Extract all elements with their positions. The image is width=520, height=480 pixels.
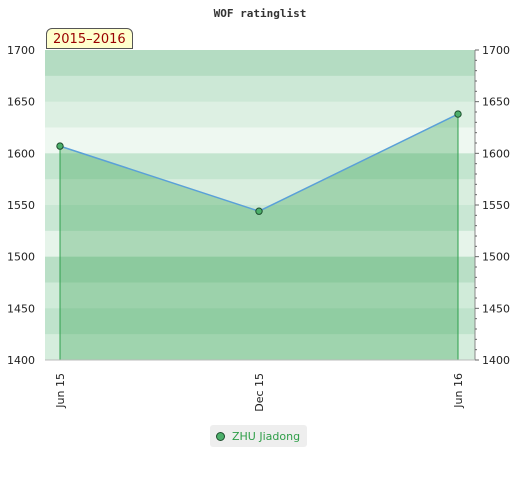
data-point[interactable] <box>255 207 263 215</box>
y-tick-label-left: 1450 <box>7 302 35 315</box>
axes: 1400 1400 1450 1450 1500 1500 1550 1550 1600 1600… <box>7 44 510 412</box>
background-band <box>45 282 475 309</box>
background-band <box>45 308 475 335</box>
data-point[interactable] <box>454 110 462 118</box>
y-tick-label-left: 1600 <box>7 147 35 160</box>
background-band <box>45 230 475 258</box>
y-tick-label-left: 1650 <box>7 96 35 109</box>
y-tick-label-right: 1500 <box>482 251 510 264</box>
background-band <box>45 75 475 103</box>
y-tick-label-left: 1400 <box>7 354 35 367</box>
y-tick-label-left: 1700 <box>7 44 35 57</box>
y-tick-label-right: 1650 <box>482 96 510 109</box>
plot-background-bands <box>45 50 475 361</box>
background-band <box>45 256 475 283</box>
season-label: 2015–2016 <box>46 28 133 49</box>
series-marks <box>56 110 462 215</box>
x-tick-label: Jun 15 <box>54 373 67 409</box>
background-band <box>45 334 475 361</box>
y-tick-label-left: 1550 <box>7 199 35 212</box>
rating-area <box>59 114 459 360</box>
x-tick-label: Dec 15 <box>253 373 266 412</box>
background-band <box>45 179 475 206</box>
y-tick-label-right: 1700 <box>482 44 510 57</box>
background-band <box>45 50 475 77</box>
y-tick-label-right: 1450 <box>482 302 510 315</box>
legend-item-series[interactable]: ZHU Jiadong <box>210 425 308 447</box>
y-tick-label-right: 1400 <box>482 354 510 367</box>
data-point[interactable] <box>56 142 64 150</box>
background-band <box>45 101 475 128</box>
y-tick-label-left: 1500 <box>7 251 35 264</box>
chart-title: WOF ratinglist <box>214 7 307 20</box>
y-tick-label-right: 1550 <box>482 199 510 212</box>
x-tick-label: Jun 16 <box>452 373 465 409</box>
legend-label: ZHU Jiadong <box>232 429 301 443</box>
legend-marker-icon <box>216 431 225 441</box>
background-band <box>45 153 475 180</box>
y-tick-label-right: 1600 <box>482 147 510 160</box>
series-area-fill <box>60 114 458 360</box>
